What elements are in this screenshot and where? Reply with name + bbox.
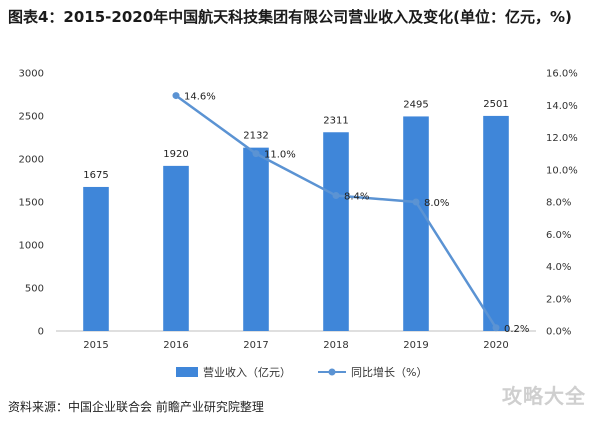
line-value-label: 0.2% [504, 324, 529, 335]
bar [83, 186, 109, 331]
line-point [172, 92, 180, 100]
line-value-label: 11.0% [264, 150, 296, 161]
bar [243, 147, 269, 331]
chart-title: 图表4：2015-2020年中国航天科技集团有限公司营业收入及变化(单位：亿元，… [8, 8, 572, 26]
legend-bar-label: 营业收入（亿元） [203, 365, 291, 379]
y-right-tick-label: 0.0% [546, 327, 571, 338]
line-point [492, 324, 500, 332]
legend-line-marker [328, 368, 336, 376]
y-right-tick-label: 12.0% [546, 133, 578, 144]
y-right-tick-label: 2.0% [546, 294, 571, 305]
line-value-label: 8.4% [344, 192, 369, 203]
bar-value-label: 2495 [403, 99, 428, 110]
x-tick-label: 2018 [323, 340, 348, 351]
x-tick-label: 2019 [403, 340, 428, 351]
line-value-label: 8.0% [424, 198, 449, 209]
legend-line-label: 同比增长（%） [351, 365, 427, 379]
x-tick-label: 2017 [243, 340, 268, 351]
bar-value-label: 2311 [323, 115, 348, 126]
line-point [412, 198, 420, 206]
y-left-tick-label: 3000 [19, 69, 44, 80]
line-point [252, 150, 260, 158]
bar [163, 165, 189, 331]
y-left-tick-label: 0 [38, 327, 44, 338]
bar-value-label: 2132 [243, 131, 268, 142]
y-right-tick-label: 14.0% [546, 101, 578, 112]
bar [323, 132, 349, 331]
bar-value-label: 1920 [163, 149, 188, 160]
bar-series: 1675 1920 2132 2311 2495 2501 [83, 99, 509, 332]
axes: 0 500 1000 1500 2000 2500 3000 0.0% 2.0% 4.0% 6.0%… [19, 69, 578, 352]
y-right-tick-label: 10.0% [546, 165, 578, 176]
bar [403, 116, 429, 332]
legend-bar-swatch [176, 367, 198, 377]
x-tick-label: 2016 [163, 340, 188, 351]
line-value-label: 14.6% [184, 92, 216, 103]
y-left-tick-label: 1000 [19, 241, 44, 252]
corner-watermark-text: 攻略大全 [502, 384, 586, 408]
y-left-tick-label: 2000 [19, 155, 44, 166]
y-right-tick-label: 16.0% [546, 69, 578, 80]
x-tick-label: 2020 [483, 340, 508, 351]
source-note: 资料来源：中国企业联合会 前瞻产业研究院整理 [8, 400, 264, 414]
y-right-tick-label: 8.0% [546, 198, 571, 209]
y-right-tick-label: 4.0% [546, 262, 571, 273]
y-left-tick-label: 500 [25, 284, 44, 295]
y-left-tick-label: 1500 [19, 198, 44, 209]
line-series: 14.6% 11.0% 8.4% 8.0% 0.2% [172, 92, 529, 335]
legend: 营业收入（亿元） 同比增长（%） [176, 365, 427, 379]
bar [483, 115, 509, 331]
y-right-tick-label: 6.0% [546, 230, 571, 241]
y-left-tick-label: 2500 [19, 112, 44, 123]
x-tick-label: 2015 [83, 340, 108, 351]
bar-value-label: 2501 [483, 99, 508, 110]
bar-value-label: 1675 [83, 170, 108, 181]
line-point [332, 192, 340, 200]
